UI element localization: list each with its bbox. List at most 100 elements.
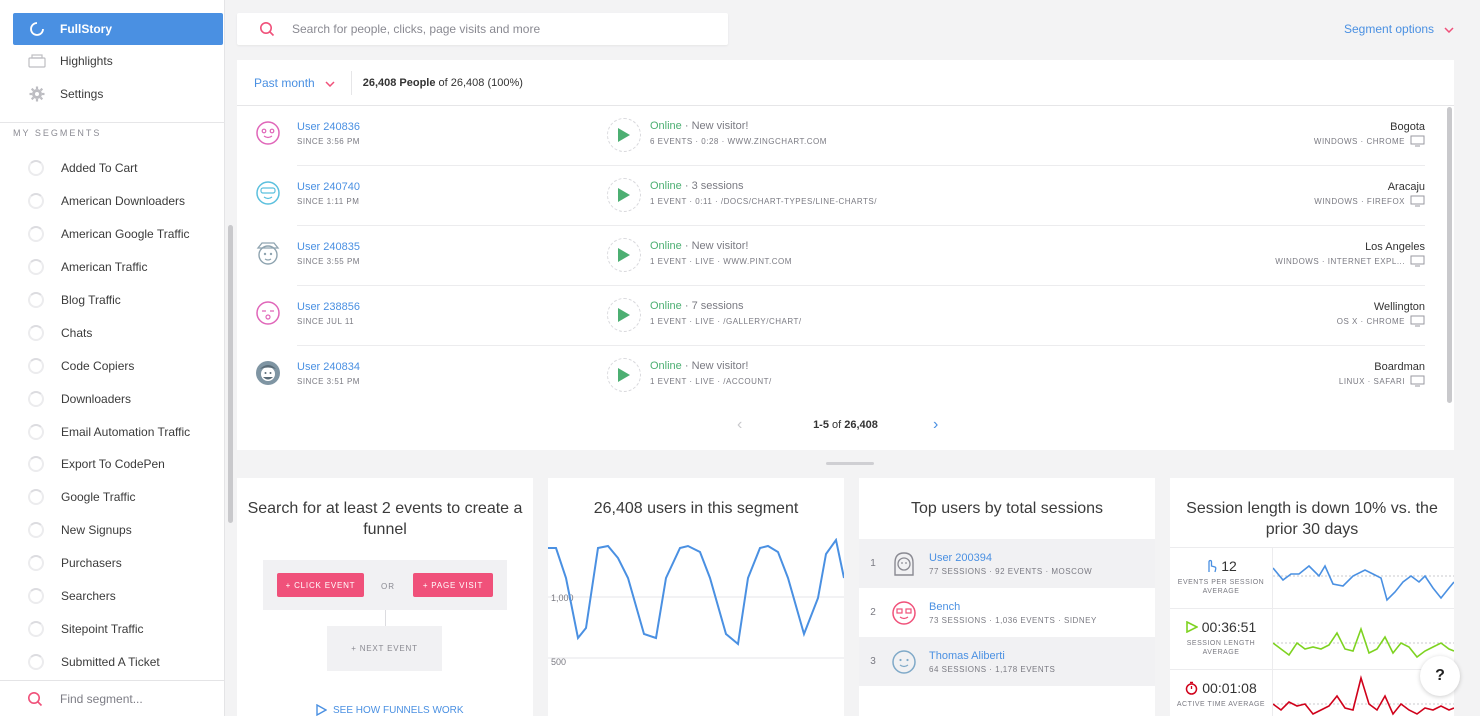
- play-session-button[interactable]: [607, 238, 641, 272]
- find-segment-input[interactable]: Find segment...: [60, 691, 143, 706]
- metric-value: 00:01:08: [1170, 680, 1272, 696]
- user-avatar-icon: [256, 242, 280, 265]
- user-name-link[interactable]: User 240740: [297, 181, 360, 193]
- user-avatar-icon: [256, 301, 280, 325]
- segment-item[interactable]: Chats: [0, 316, 225, 349]
- segment-item[interactable]: American Google Traffic: [0, 218, 225, 251]
- list-scrollbar[interactable]: [1447, 107, 1452, 403]
- status-note: · 7 sessions: [681, 300, 744, 312]
- top-user-row[interactable]: 1 User 200394 77 SESSIONS · 92 EVENTS · …: [859, 539, 1155, 588]
- see-how-funnels-link[interactable]: SEE HOW FUNNELS WORK: [315, 704, 464, 716]
- loading-spinner-icon: [28, 193, 44, 210]
- see-how-label: SEE HOW FUNNELS WORK: [333, 704, 464, 716]
- row-divider: [297, 225, 1425, 226]
- segment-item[interactable]: Downloaders: [0, 382, 225, 415]
- user-city: Los Angeles: [1365, 241, 1425, 253]
- people-list-card: Past month 26,408 People of 26,408 (100%…: [237, 60, 1454, 450]
- play-icon: [618, 308, 630, 322]
- segment-item[interactable]: Google Traffic: [0, 481, 225, 514]
- top-user-name-link[interactable]: Bench: [929, 600, 961, 613]
- segment-item[interactable]: Blog Traffic: [0, 284, 225, 317]
- people-count: 26,408 People of 26,408 (100%): [363, 77, 523, 89]
- user-name-link[interactable]: User 240835: [297, 241, 360, 253]
- top-user-info: Thomas Aliberti 64 SESSIONS · 1,178 EVEN…: [929, 650, 1055, 674]
- user-since: SINCE 3:51 PM: [297, 377, 360, 386]
- segment-item[interactable]: American Downloaders: [0, 185, 225, 218]
- click-event-button[interactable]: + CLICK EVENT: [277, 573, 364, 597]
- user-row[interactable]: User 238856 SINCE JUL 11 Online · 7 sess…: [237, 286, 1454, 346]
- pager-range: 1-5: [813, 419, 829, 431]
- nav-item-fullstory[interactable]: FullStory: [13, 13, 223, 45]
- pager-text: 1-5 of 26,408: [813, 419, 878, 431]
- segment-item[interactable]: Sitepoint Traffic: [0, 612, 225, 645]
- user-avatar-icon: [256, 121, 280, 145]
- user-row[interactable]: User 240740 SINCE 1:11 PM Online · 3 ses…: [237, 166, 1454, 226]
- user-since: SINCE 3:55 PM: [297, 257, 360, 266]
- segment-list: Added To Cart American Downloaders Ameri…: [0, 152, 225, 680]
- segment-item[interactable]: Purchasers: [0, 547, 225, 580]
- page-visit-button[interactable]: + PAGE VISIT: [413, 573, 493, 597]
- resize-handle[interactable]: [826, 462, 874, 465]
- play-session-button[interactable]: [607, 358, 641, 392]
- active-time-sparkline: [1273, 675, 1454, 716]
- nav-label: Highlights: [60, 54, 113, 68]
- play-session-button[interactable]: [607, 298, 641, 332]
- user-row[interactable]: User 240834 SINCE 3:51 PM Online · New v…: [237, 346, 1454, 406]
- top-user-stats: 64 SESSIONS · 1,178 EVENTS: [929, 664, 1056, 674]
- play-session-button[interactable]: [607, 178, 641, 212]
- help-button[interactable]: ?: [1420, 656, 1460, 696]
- segment-item[interactable]: American Traffic: [0, 251, 225, 284]
- top-users-card: Top users by total sessions 1 User 20039…: [859, 478, 1155, 716]
- user-city: Wellington: [1373, 301, 1425, 313]
- user-row[interactable]: User 240836 SINCE 3:56 PM Online · New v…: [237, 106, 1454, 166]
- nav-item-settings[interactable]: Settings: [13, 78, 223, 110]
- segment-options-dropdown[interactable]: Segment options: [1344, 22, 1454, 36]
- metric-number: 00:36:51: [1201, 619, 1257, 635]
- row-divider: [297, 285, 1425, 286]
- search-bar[interactable]: [237, 13, 728, 45]
- loading-spinner-icon: [28, 588, 44, 605]
- segment-item[interactable]: Submitted A Ticket: [0, 645, 225, 678]
- top-user-row[interactable]: 3 Thomas Aliberti 64 SESSIONS · 1,178 EV…: [859, 637, 1155, 686]
- top-user-row[interactable]: 2 Bench 73 SESSIONS · 1,036 EVENTS · SID…: [859, 588, 1155, 637]
- next-page-icon[interactable]: ›: [933, 416, 939, 433]
- user-name-link[interactable]: User 240836: [297, 121, 360, 133]
- segment-item[interactable]: Export To CodePen: [0, 448, 225, 481]
- segment-item[interactable]: New Signups: [0, 514, 225, 547]
- user-avatar-icon: [256, 181, 280, 205]
- session-length-title: Session length is down 10% vs. the prior…: [1186, 500, 1438, 538]
- top-user-name-link[interactable]: Thomas Aliberti: [929, 649, 1005, 662]
- play-icon: [618, 188, 630, 202]
- segment-item[interactable]: Searchers: [0, 580, 225, 613]
- user-os-browser: WINDOWS · FIREFOX: [1314, 195, 1425, 207]
- sidebar-scrollbar[interactable]: [228, 225, 233, 523]
- online-label: Online: [650, 180, 682, 192]
- play-session-button[interactable]: [607, 118, 641, 152]
- status-note: · 3 sessions: [681, 180, 744, 192]
- metric-label: SESSION LENGTH AVERAGE: [1186, 640, 1256, 656]
- next-event-button[interactable]: + NEXT EVENT: [327, 626, 442, 671]
- top-user-name-link[interactable]: User 200394: [929, 551, 992, 564]
- user-status: Online · New visitor!: [650, 120, 748, 132]
- user-name-link[interactable]: User 240834: [297, 361, 360, 373]
- loading-spinner-icon: [28, 226, 44, 243]
- pager-total: 26,408: [844, 419, 878, 431]
- find-segment[interactable]: Find segment...: [0, 680, 225, 716]
- user-name-link[interactable]: User 238856: [297, 301, 360, 313]
- desktop-icon: [1410, 255, 1425, 267]
- segment-item[interactable]: Code Copiers: [0, 349, 225, 382]
- user-avatar-icon: [894, 551, 914, 576]
- pager-of: of: [828, 419, 845, 431]
- loading-spinner-icon: [28, 160, 44, 177]
- nav-item-highlights[interactable]: Highlights: [13, 45, 223, 77]
- segment-label: Blog Traffic: [61, 293, 121, 307]
- segment-label: Downloaders: [61, 391, 132, 406]
- user-row[interactable]: User 240835 SINCE 3:55 PM Online · New v…: [237, 226, 1454, 286]
- loading-spinner-icon: [28, 555, 44, 572]
- period-dropdown[interactable]: Past month: [254, 70, 352, 95]
- segment-item[interactable]: Added To Cart: [0, 152, 225, 185]
- search-input[interactable]: [292, 22, 692, 36]
- play-icon: [618, 128, 630, 142]
- segment-item[interactable]: Email Automation Traffic: [0, 415, 225, 448]
- prev-page-icon[interactable]: ‹: [737, 416, 743, 433]
